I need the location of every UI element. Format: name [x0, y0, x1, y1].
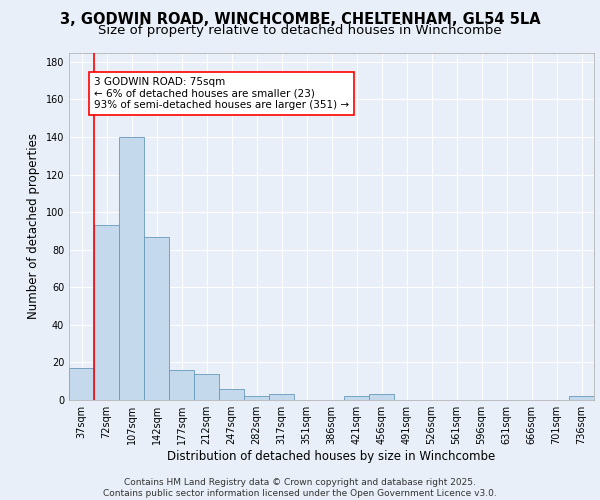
Bar [569, 396, 594, 400]
Bar [344, 396, 369, 400]
Text: Size of property relative to detached houses in Winchcombe: Size of property relative to detached ho… [98, 24, 502, 37]
Bar [244, 396, 269, 400]
Text: Contains HM Land Registry data © Crown copyright and database right 2025.
Contai: Contains HM Land Registry data © Crown c… [103, 478, 497, 498]
Bar [194, 374, 219, 400]
Bar [369, 394, 394, 400]
Y-axis label: Number of detached properties: Number of detached properties [27, 133, 40, 320]
Bar [144, 236, 169, 400]
Bar [169, 370, 194, 400]
Bar [69, 368, 94, 400]
Bar [94, 226, 119, 400]
Text: 3, GODWIN ROAD, WINCHCOMBE, CHELTENHAM, GL54 5LA: 3, GODWIN ROAD, WINCHCOMBE, CHELTENHAM, … [59, 12, 541, 28]
Bar [119, 137, 144, 400]
Text: 3 GODWIN ROAD: 75sqm
← 6% of detached houses are smaller (23)
93% of semi-detach: 3 GODWIN ROAD: 75sqm ← 6% of detached ho… [94, 77, 349, 110]
Bar [219, 388, 244, 400]
Bar [269, 394, 294, 400]
X-axis label: Distribution of detached houses by size in Winchcombe: Distribution of detached houses by size … [167, 450, 496, 463]
